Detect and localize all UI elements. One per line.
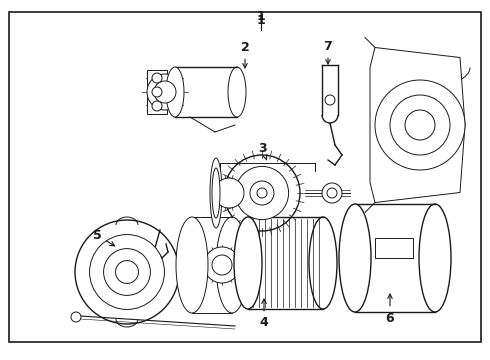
Ellipse shape bbox=[154, 81, 176, 103]
Circle shape bbox=[75, 220, 179, 324]
Circle shape bbox=[212, 255, 232, 275]
Ellipse shape bbox=[419, 204, 451, 312]
Circle shape bbox=[325, 95, 335, 105]
Ellipse shape bbox=[166, 67, 184, 117]
Ellipse shape bbox=[212, 168, 220, 218]
Circle shape bbox=[204, 247, 240, 283]
Circle shape bbox=[390, 95, 450, 155]
Circle shape bbox=[405, 110, 435, 140]
Circle shape bbox=[103, 249, 150, 296]
Circle shape bbox=[214, 178, 244, 208]
Ellipse shape bbox=[147, 74, 183, 110]
Ellipse shape bbox=[309, 217, 337, 309]
Ellipse shape bbox=[228, 67, 246, 117]
Circle shape bbox=[90, 235, 165, 310]
Circle shape bbox=[152, 101, 162, 111]
Text: 7: 7 bbox=[323, 40, 332, 64]
Polygon shape bbox=[370, 48, 465, 202]
Text: 1: 1 bbox=[257, 14, 266, 27]
Ellipse shape bbox=[234, 217, 262, 309]
Text: 3: 3 bbox=[258, 141, 267, 160]
Ellipse shape bbox=[339, 204, 371, 312]
Circle shape bbox=[322, 183, 342, 203]
Ellipse shape bbox=[210, 158, 222, 228]
Text: 6: 6 bbox=[386, 294, 394, 324]
Circle shape bbox=[235, 166, 289, 220]
Circle shape bbox=[71, 312, 81, 322]
Circle shape bbox=[116, 261, 139, 283]
Circle shape bbox=[250, 181, 274, 205]
Text: 2: 2 bbox=[241, 41, 249, 68]
Circle shape bbox=[224, 155, 300, 231]
Ellipse shape bbox=[216, 217, 248, 313]
Text: 5: 5 bbox=[93, 229, 115, 246]
Bar bbox=[375, 238, 413, 258]
Circle shape bbox=[152, 73, 162, 83]
Circle shape bbox=[257, 188, 267, 198]
Circle shape bbox=[375, 80, 465, 170]
Bar bbox=[147, 70, 167, 114]
Circle shape bbox=[152, 87, 162, 97]
Circle shape bbox=[327, 188, 337, 198]
Ellipse shape bbox=[176, 217, 208, 313]
Text: 1: 1 bbox=[257, 10, 266, 23]
Text: 4: 4 bbox=[260, 299, 269, 329]
